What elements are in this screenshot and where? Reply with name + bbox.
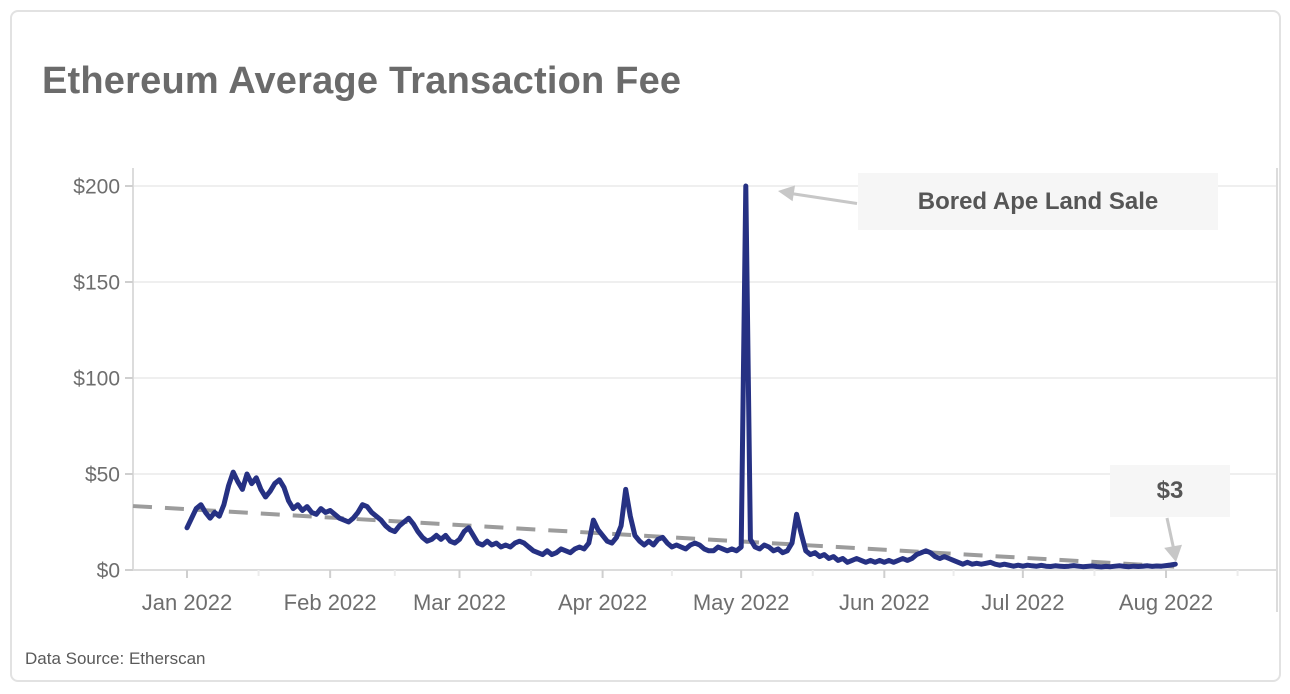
x-tick-label: Mar 2022 <box>413 590 506 615</box>
spike-annotation-box: Bored Ape Land Sale <box>858 173 1218 230</box>
end-annotation-arrow-line <box>1165 517 1175 549</box>
end-value-annotation-label: $3 <box>1156 477 1184 504</box>
end-annotation-arrowhead <box>1164 544 1182 562</box>
spike-annotation-arrow-line <box>790 192 858 205</box>
x-tick-label: Jul 2022 <box>981 590 1064 615</box>
annotation-arrows-layer <box>778 185 1182 562</box>
axis-labels-layer: $0 $50 $100 $150 $200 Jan 2022 Feb 2022 Mar 202… <box>73 176 1213 616</box>
x-tick-label: Apr 2022 <box>558 590 647 615</box>
trend-line-layer <box>132 504 1181 569</box>
y-tick-label: $150 <box>73 272 120 295</box>
y-tick-label: $0 <box>97 560 120 583</box>
data-source-note: Data Source: Etherscan <box>25 649 206 668</box>
axes-layer <box>125 168 1278 612</box>
y-tick-label: $200 <box>73 176 120 199</box>
fee-line <box>184 183 1178 570</box>
x-tick-label: Jun 2022 <box>839 590 930 615</box>
x-tick-label: Feb 2022 <box>284 590 377 615</box>
spike-annotation-label: Bored Ape Land Sale <box>917 187 1159 215</box>
x-tick-label: Aug 2022 <box>1119 590 1213 615</box>
x-tick-label: Jan 2022 <box>142 590 233 615</box>
x-tick-label: May 2022 <box>693 590 790 615</box>
end-value-annotation-box: $3 <box>1110 465 1230 517</box>
spike-annotation-arrowhead <box>778 185 795 202</box>
fee-line-layer <box>184 183 1178 570</box>
trend-line <box>132 504 1181 569</box>
chart-title: Ethereum Average Transaction Fee <box>42 60 682 102</box>
y-tick-label: $50 <box>85 464 120 487</box>
y-tick-label: $100 <box>73 368 120 391</box>
